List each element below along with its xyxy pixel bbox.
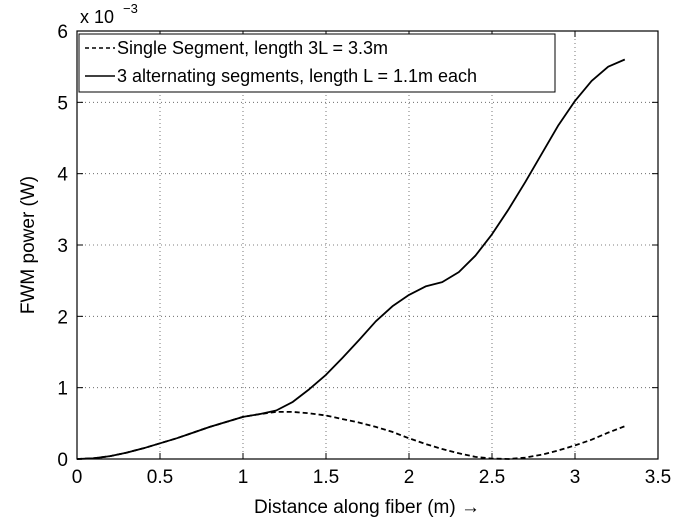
legend-label-single-segment: Single Segment, length 3L = 3.3m [117, 38, 388, 58]
legend-label-alternating-segments: 3 alternating segments, length L = 1.1m … [117, 66, 477, 86]
x-tick-label: 3.5 [645, 467, 671, 488]
y-tick-label: 5 [57, 93, 68, 114]
y-scale-label: x 10 −3 [80, 1, 138, 27]
legend: Single Segment, length 3L = 3.3m 3 alter… [78, 33, 556, 93]
axis-ticks: 0 0.5 1 1.5 2 2.5 3 3.5 0 1 2 3 4 5 6 [57, 22, 671, 488]
x-tick-label: 2 [404, 467, 415, 488]
y-tick-label: 4 [57, 165, 68, 186]
y-axis-label: FWM power (W) [18, 176, 39, 314]
x-axis-label: Distance along fiber (m) → [254, 497, 480, 518]
y-scale-base: x 10 [80, 7, 114, 27]
x-tick-label: 2.5 [479, 467, 505, 488]
y-tick-label: 1 [57, 379, 68, 400]
y-tick-label: 3 [57, 236, 68, 257]
x-tick-label: 1.5 [313, 467, 339, 488]
series-line-single-segment [76, 410, 626, 460]
y-scale-exponent: −3 [123, 1, 138, 16]
x-tick-label: 0.5 [147, 467, 173, 488]
y-tick-label: 2 [57, 307, 68, 328]
series-line-alternating-segments [76, 58, 626, 460]
plot-frame [76, 30, 659, 460]
y-tick-label: 0 [57, 450, 68, 471]
y-tick-label: 6 [57, 22, 68, 43]
x-tick-label: 1 [238, 467, 249, 488]
grid-lines [77, 31, 658, 459]
series-lines [76, 58, 626, 460]
legend-box [78, 33, 556, 93]
x-tick-label: 0 [72, 467, 83, 488]
x-tick-label: 3 [570, 467, 581, 488]
